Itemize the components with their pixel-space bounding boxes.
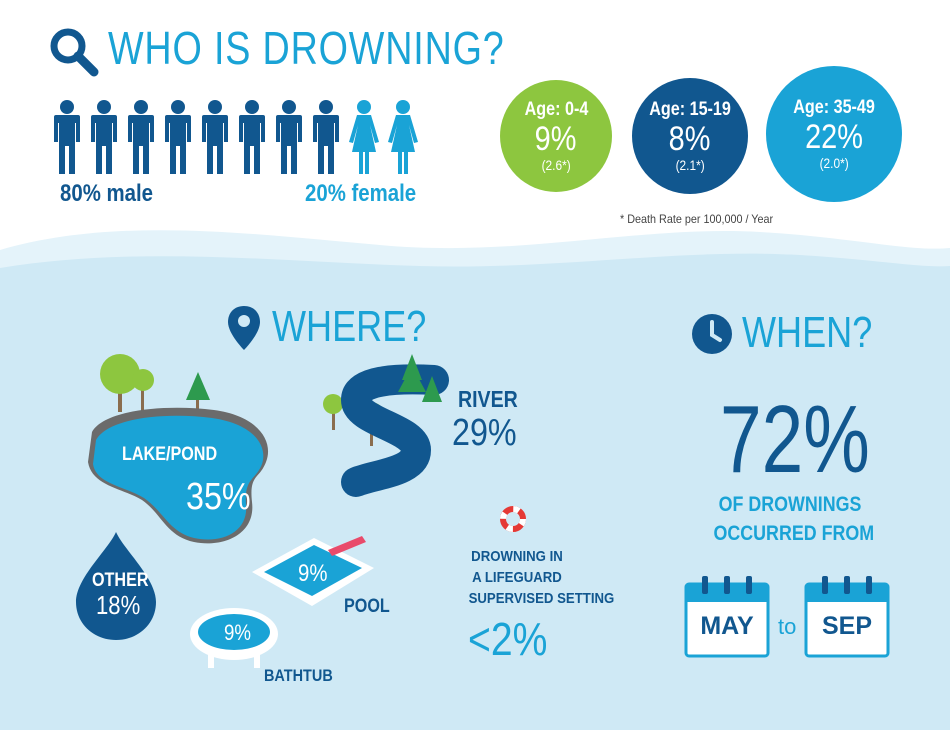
search-icon xyxy=(50,28,99,77)
lifeguard-text: DROWNING IN A LIFEGUARD SUPERVISED SETTI… xyxy=(462,546,615,609)
lifeguard-line: SUPERVISED SETTING xyxy=(468,590,615,607)
pool-label: POOL xyxy=(344,596,390,617)
tree-icon-group xyxy=(100,354,210,412)
age-circle-0-4: Age: 0-4 9% (2.6*) xyxy=(500,80,612,192)
to-month: SEP xyxy=(821,612,873,640)
gender-figures xyxy=(54,100,418,174)
calendar-icon xyxy=(804,576,890,658)
death-rate-note: * Death Rate per 100,000 / Year xyxy=(620,212,774,226)
female-percent-label: 20% female xyxy=(305,180,417,207)
bathtub-icon xyxy=(190,608,278,668)
lake-label: LAKE/POND xyxy=(122,444,218,465)
bathtub-percent: 9% xyxy=(224,620,252,645)
lake-shape xyxy=(88,407,269,544)
lifeguard-line: A LIFEGUARD xyxy=(472,569,562,586)
male-icon xyxy=(54,100,80,174)
river-shape xyxy=(323,354,449,497)
when-line: OCCURRED FROM xyxy=(713,522,875,545)
when-text: OF DROWNINGS OCCURRED FROM xyxy=(700,490,880,548)
age-circle-15-19: Age: 15-19 8% (2.1*) xyxy=(632,78,748,194)
age-circle-35-49: Age: 35-49 22% (2.0*) xyxy=(766,66,902,202)
to-word: to xyxy=(778,614,797,639)
lifeguard-line: DROWNING IN xyxy=(471,548,563,565)
age-percent: 9% xyxy=(535,120,577,158)
water-drop-icon xyxy=(76,532,156,640)
other-percent: 18% xyxy=(96,590,141,620)
female-icon xyxy=(349,100,379,174)
age-label: Age: 0-4 xyxy=(524,99,588,120)
when-heading: WHEN? xyxy=(742,308,873,357)
river-label: RIVER xyxy=(458,386,518,412)
when-percent: 72% xyxy=(720,386,870,493)
clock-icon xyxy=(692,314,732,354)
from-month: MAY xyxy=(700,612,754,640)
male-icon xyxy=(202,100,228,174)
lifeguard-percent: <2% xyxy=(468,613,548,665)
lake-percent: 35% xyxy=(186,476,251,518)
age-rate: (2.0*) xyxy=(819,155,849,171)
male-icon xyxy=(313,100,339,174)
location-pin-icon xyxy=(228,306,260,350)
male-icon xyxy=(276,100,302,174)
female-icon xyxy=(388,100,418,174)
pool-percent: 9% xyxy=(298,560,328,587)
pool-icon xyxy=(252,536,374,606)
male-icon xyxy=(239,100,265,174)
bathtub-label: BATHTUB xyxy=(264,666,333,685)
age-label: Age: 35-49 xyxy=(793,97,875,118)
river-percent: 29% xyxy=(452,412,517,454)
male-icon xyxy=(128,100,154,174)
page-title: WHO IS DROWNING? xyxy=(108,22,505,74)
age-percent: 8% xyxy=(669,120,711,158)
age-rate: (2.1*) xyxy=(675,157,705,173)
age-label: Age: 15-19 xyxy=(649,99,731,120)
male-icon xyxy=(165,100,191,174)
when-line: OF DROWNINGS xyxy=(718,493,862,516)
life-ring-icon xyxy=(500,506,526,532)
male-percent-label: 80% male xyxy=(60,180,153,207)
calendar-icon xyxy=(684,576,770,658)
where-heading: WHERE? xyxy=(272,302,427,351)
age-percent: 22% xyxy=(805,118,863,156)
age-rate: (2.6*) xyxy=(541,157,571,173)
other-label: OTHER xyxy=(92,570,149,591)
male-icon xyxy=(91,100,117,174)
